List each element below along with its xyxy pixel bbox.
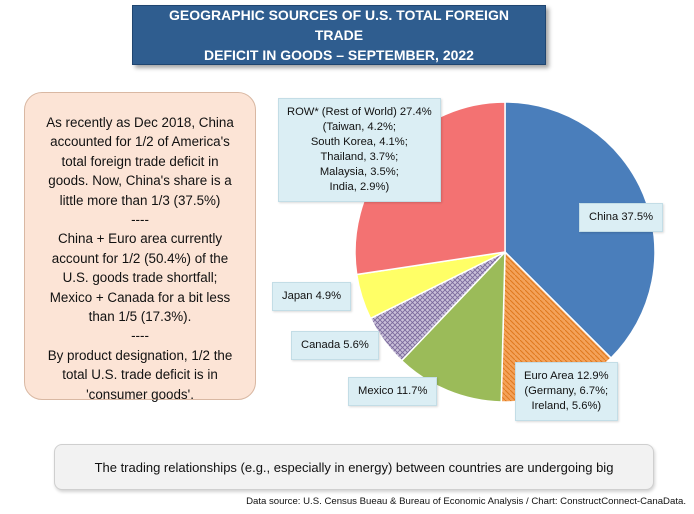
title-line-2: DEFICIT IN GOODS – SEPTEMBER, 2022 — [204, 47, 474, 63]
slice-label-row-rest-of-world: ROW* (Rest of World) 27.4% (Taiwan, 4.2%;… — [278, 98, 441, 202]
note-divider: ---- — [131, 328, 149, 344]
slice-label-line: (Taiwan, 4.2%; — [322, 121, 397, 133]
slice-label-euro-area: Euro Area 12.9% (Germany, 6.7%; Ireland, 5… — [515, 362, 618, 421]
note-line: China + Euro area currently — [57, 231, 223, 247]
note-line: By product designation, 1/2 the — [47, 347, 233, 363]
note-line: accounted for 1/2 of America's — [50, 134, 230, 150]
slice-label-line: Malaysia, 3.5%; — [319, 166, 399, 178]
note-line: As recently as Dec 2018, China — [46, 115, 234, 130]
slice-label-china: China 37.5% — [579, 203, 664, 232]
slice-label-line: (Germany, 6.7%; — [524, 385, 609, 397]
note-line: account for 1/2 (50.4%) of the — [51, 250, 229, 266]
slice-label-line: India, 2.9%) — [329, 181, 390, 193]
chart-title: GEOGRAPHIC SOURCES OF U.S. TOTAL FOREIGN… — [132, 5, 546, 65]
title-line-1: GEOGRAPHIC SOURCES OF U.S. TOTAL FOREIGN… — [169, 7, 509, 43]
slice-label-line: Mexico 11.7% — [358, 385, 428, 397]
slice-label-line: South Korea, 4.1%; — [310, 136, 408, 148]
slice-label-canada: Canada 5.6% — [291, 331, 379, 360]
note-line: U.S. goods trade shortfall; — [62, 270, 218, 286]
slice-label-line: ROW* (Rest of World) 27.4% — [287, 106, 432, 118]
slice-label-line: Ireland, 5.6%) — [531, 400, 602, 412]
slice-label-line: Thailand, 3.7%; — [320, 151, 399, 163]
note-line: total U.S. trade deficit is in — [62, 367, 218, 383]
note-divider: ---- — [131, 212, 149, 228]
note-line: goods. Now, China's share is a — [48, 173, 232, 189]
note-line: than 1/5 (17.3%). — [88, 309, 192, 325]
pie-slice-mexico — [400, 250, 506, 403]
bottom-note: The trading relationships (e.g., especia… — [54, 444, 654, 490]
note-line: little more than 1/3 (37.5%) — [59, 192, 221, 208]
slice-label-line: Japan 4.9% — [282, 290, 342, 302]
slice-label-line: Canada 5.6% — [301, 339, 369, 351]
slice-label-japan: Japan 4.9% — [272, 282, 352, 311]
slice-label-line: Euro Area 12.9% — [524, 370, 609, 382]
note-line: Mexico + Canada for a bit less — [49, 289, 231, 305]
slice-label-mexico: Mexico 11.7% — [348, 377, 438, 406]
note-line: 'consumer goods'. — [86, 386, 194, 402]
note-line: total foreign trade deficit in — [61, 153, 219, 169]
source-note: Data source: U.S. Census Bueau & Bureau … — [246, 496, 686, 507]
commentary-box: As recently as Dec 2018, China accounted… — [24, 92, 256, 402]
slice-label-line: China 37.5% — [589, 211, 654, 223]
